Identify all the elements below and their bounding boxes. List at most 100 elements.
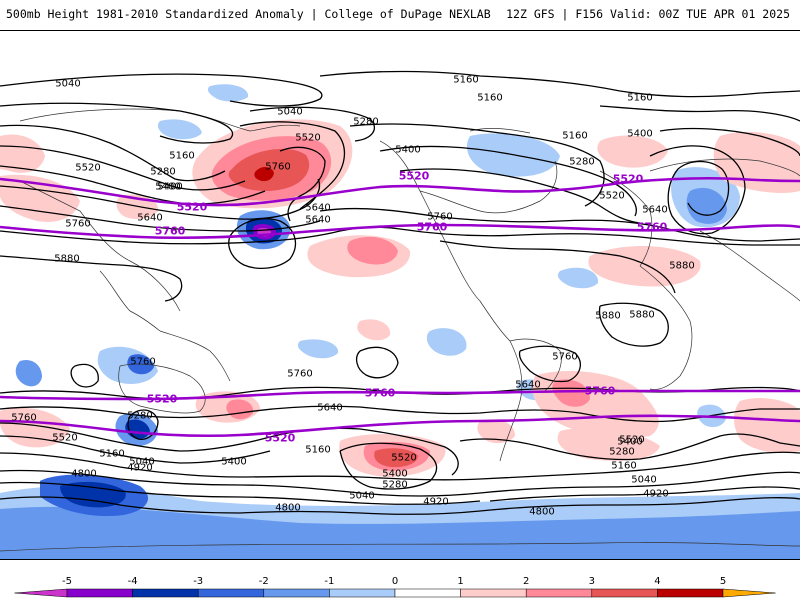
- contour-label: 5400: [155, 182, 180, 193]
- contour-label: 5160: [562, 131, 587, 142]
- colorbar-tick-label: -5: [62, 576, 72, 587]
- colorbar-tick-label: 4: [654, 576, 660, 587]
- contour-label: 5880: [54, 254, 79, 265]
- colorbar: -5 -4 -3 -2 -1 0 1 2 3 4 5: [0, 572, 800, 600]
- contour-label: 5760: [65, 219, 90, 230]
- contour-label: 5640: [515, 380, 540, 391]
- highlight-contour-label: 5760: [585, 385, 616, 398]
- contour-label: 5520: [295, 133, 320, 144]
- colorbar-swatch: [591, 588, 658, 598]
- contour-label: 5520: [619, 435, 644, 446]
- contour-label: 5400: [617, 437, 642, 448]
- contour-label: 5280: [150, 167, 175, 178]
- colorbar-swatch: [525, 588, 593, 598]
- contour-label: 5040: [55, 79, 80, 90]
- contour-label: 5520: [599, 191, 624, 202]
- colorbar-swatch: [197, 588, 265, 598]
- colorbar-tick-label: 0: [392, 576, 398, 587]
- contour-label: 4920: [127, 463, 152, 474]
- colorbar-tick-label: -2: [259, 576, 269, 587]
- contour-label: 5640: [642, 205, 667, 216]
- contour-label: 5400: [627, 129, 652, 140]
- contour-label: 5400: [221, 457, 246, 468]
- colorbar-arrow-left: [14, 588, 68, 598]
- highlight-contour-label: 5520: [177, 201, 208, 214]
- colorbar-tick-label: -3: [193, 576, 203, 587]
- contour-label: 5520: [391, 453, 416, 464]
- highlight-contour-label: 5760: [365, 387, 396, 400]
- map-title: 500mb Height 1981-2010 Standardized Anom…: [6, 7, 491, 21]
- colorbar-tick-labels: -5 -4 -3 -2 -1 0 1 2 3 4 5: [62, 576, 726, 587]
- colorbar-swatch: [657, 588, 724, 598]
- colorbar-tick-label: 3: [589, 576, 595, 587]
- contour-label: 5520: [75, 163, 100, 174]
- contour-label: 5160: [169, 151, 194, 162]
- contour-label: 5640: [317, 403, 342, 414]
- contour-label: 5160: [477, 93, 502, 104]
- contour-label: 5280: [127, 411, 152, 422]
- highlight-contour-label: 5760: [155, 225, 186, 238]
- contour-label: 5040: [129, 457, 154, 468]
- highlight-contour-label: 5520: [613, 173, 644, 186]
- contour-label: 5280: [569, 157, 594, 168]
- colorbar-swatch: [66, 588, 133, 598]
- contour-label: 5640: [137, 213, 162, 224]
- colorbar-swatches: [14, 588, 776, 598]
- highlight-contour-label: 5520: [265, 432, 296, 445]
- contour-label: 5160: [627, 93, 652, 104]
- contour-label: 5760: [11, 413, 36, 424]
- highlight-contour-label: 5520: [147, 393, 178, 406]
- colorbar-swatch: [329, 588, 396, 598]
- contour-label: 4800: [275, 503, 300, 514]
- contour-label: 5160: [99, 449, 124, 460]
- contour-label: 4920: [643, 489, 668, 500]
- colorbar-tick-label: 5: [720, 576, 726, 587]
- map-panel: 5040 5160 5160 5160 5040 5280 5520 5400 5160 5400…: [0, 30, 800, 560]
- colorbar-swatch: [132, 588, 199, 598]
- contour-label: 5760: [265, 162, 290, 173]
- colorbar-arrow-right: [722, 588, 776, 598]
- contour-label: 5040: [277, 107, 302, 118]
- contour-label: 5760: [552, 352, 577, 363]
- coastlines: [0, 108, 800, 552]
- colorbar-canvas: -5 -4 -3 -2 -1 0 1 2 3 4 5: [14, 576, 776, 598]
- contour-label: 4800: [71, 469, 96, 480]
- contour-label: 5160: [305, 445, 330, 456]
- contour-label: 5160: [453, 75, 478, 86]
- contour-label: 5760: [287, 369, 312, 380]
- contour-label: 5880: [629, 310, 654, 321]
- contour-label: 5280: [609, 447, 634, 458]
- colorbar-tick-label: 1: [457, 576, 463, 587]
- highlight-contour-label: 5760: [637, 221, 668, 234]
- contour-label: 5040: [631, 475, 656, 486]
- negative-anomaly-shading: [0, 84, 800, 559]
- colorbar-swatch: [460, 588, 527, 598]
- highlight-contours: [0, 176, 800, 438]
- highlight-contour-label: 5760: [417, 221, 448, 234]
- contour-label: 5280: [382, 480, 407, 491]
- colorbar-tick-label: -1: [324, 576, 334, 587]
- contour-label: 5040: [349, 491, 374, 502]
- highlight-contour-label: 5520: [399, 170, 430, 183]
- colorbar-swatch: [394, 588, 461, 598]
- header-bar: 500mb Height 1981-2010 Standardized Anom…: [0, 0, 800, 30]
- colorbar-tick-label: -4: [128, 576, 138, 587]
- contour-label: 5400: [157, 182, 182, 193]
- contour-label: 5640: [305, 203, 330, 214]
- contour-label: 4920: [423, 497, 448, 508]
- colorbar-swatch: [263, 588, 330, 598]
- contour-label: 5880: [669, 261, 694, 272]
- contour-label: 5760: [427, 212, 452, 223]
- contour-label: 5400: [382, 469, 407, 480]
- contour-label: 5880: [595, 311, 620, 322]
- contour-label: 5760: [130, 357, 155, 368]
- contour-label: 4800: [529, 507, 554, 518]
- contour-label: 5520: [52, 433, 77, 444]
- contour-label: 5280: [353, 117, 378, 128]
- contour-label: 5400: [395, 145, 420, 156]
- contour-label: 5160: [611, 461, 636, 472]
- colorbar-tick-label: 2: [523, 576, 529, 587]
- contour-label: 5640: [305, 215, 330, 226]
